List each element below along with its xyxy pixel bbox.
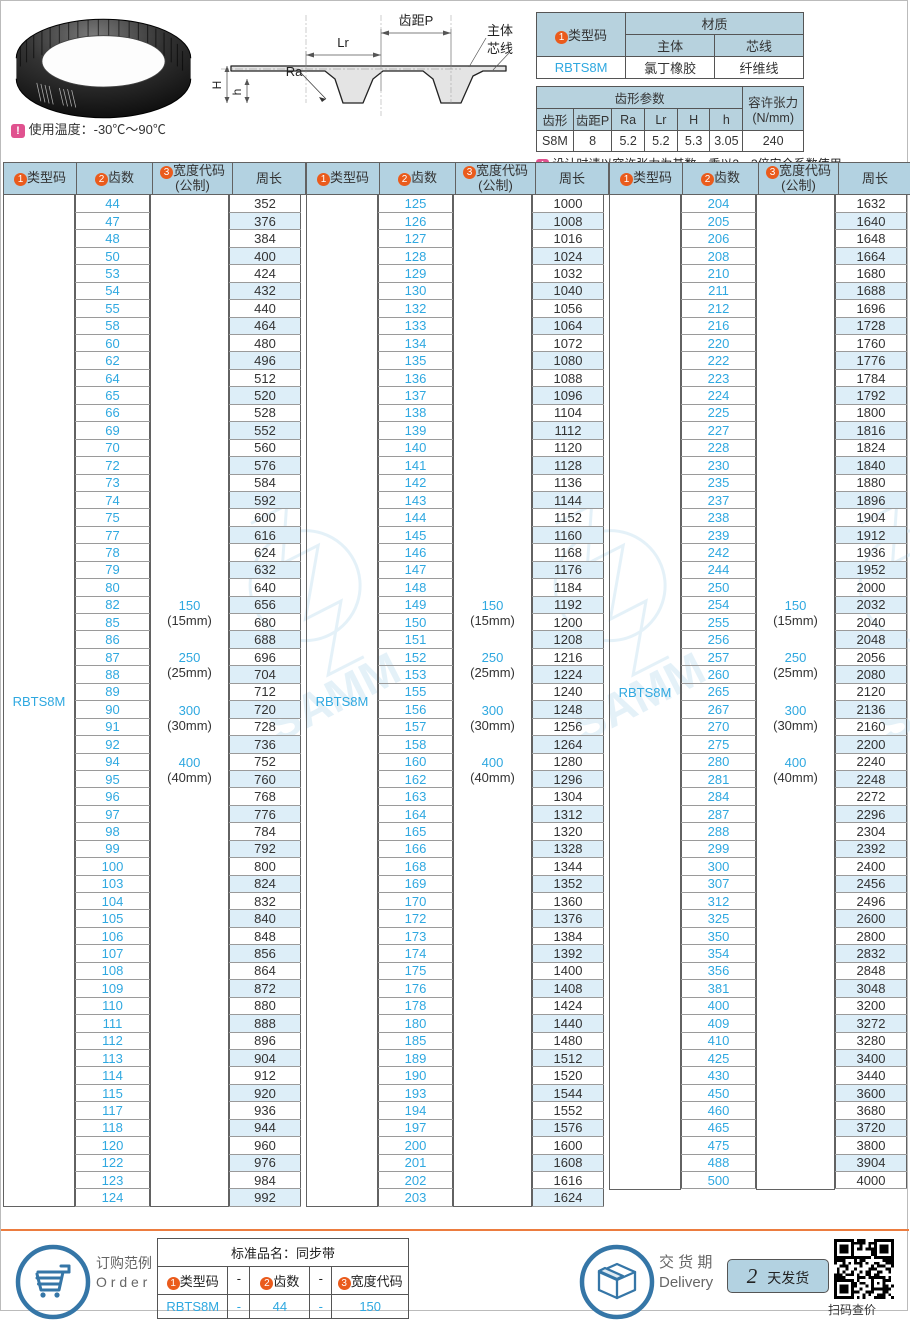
svg-text:齿距P: 齿距P — [399, 13, 434, 28]
svg-text:Ra: Ra — [286, 64, 303, 79]
svg-text:芯线: 芯线 — [487, 41, 513, 56]
svg-text:Lr: Lr — [337, 35, 349, 50]
svg-text:h: h — [230, 89, 244, 96]
svg-text:主体: 主体 — [487, 23, 513, 38]
svg-text:H: H — [211, 81, 224, 90]
